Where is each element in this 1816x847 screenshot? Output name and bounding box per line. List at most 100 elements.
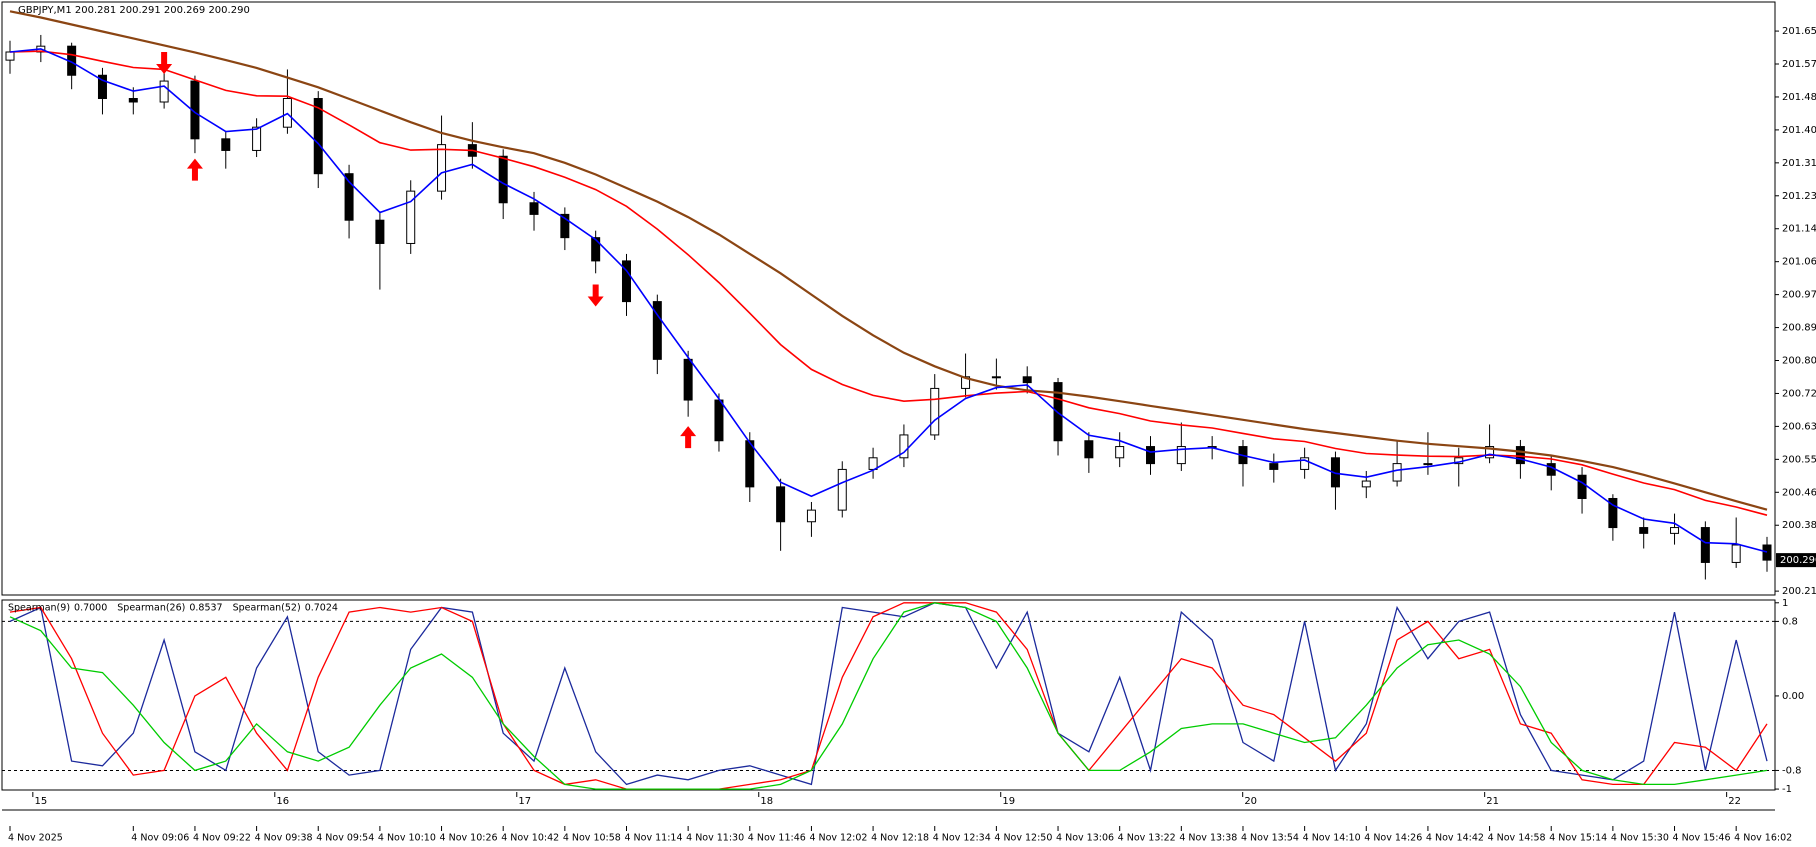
candle-body <box>991 376 1001 379</box>
y-tick-label: 200.380 <box>1782 520 1816 531</box>
x-tick-label: 4 Nov 10:26 <box>440 833 498 844</box>
y-tick-label: 200.720 <box>1782 388 1816 399</box>
moving-average <box>9 50 1768 516</box>
x-tick-label: 4 Nov 11:30 <box>686 833 744 844</box>
x-tick-label: 4 Nov 14:42 <box>1426 833 1484 844</box>
x-tick-label: 4 Nov 11:14 <box>624 833 682 844</box>
y-tick-label: 201.655 <box>1782 26 1816 37</box>
candle-body <box>1762 544 1772 561</box>
x-tick-label: 4 Nov 15:46 <box>1673 833 1731 844</box>
candle-body <box>1577 474 1587 499</box>
candle-body <box>1176 446 1186 465</box>
x-tick-label: 4 Nov 13:06 <box>1056 833 1114 844</box>
candle-body <box>1361 480 1371 488</box>
indicator-line <box>9 602 1768 790</box>
candle-body <box>252 126 262 151</box>
candle-body <box>1485 446 1495 459</box>
x-tick-label: 4 Nov 11:46 <box>748 833 806 844</box>
hour-label: 21 <box>1486 796 1499 807</box>
y-tick-label: 1 <box>1782 598 1788 609</box>
y-tick-label: 201.400 <box>1782 125 1816 136</box>
x-tick-label: 4 Nov 09:38 <box>255 833 313 844</box>
x-tick-label: 4 Nov 14:58 <box>1488 833 1546 844</box>
y-tick-label: 200.635 <box>1782 421 1816 432</box>
candle-body <box>652 301 662 360</box>
candle-body <box>406 190 416 244</box>
buy-arrow <box>186 158 203 181</box>
candle-body <box>529 202 539 215</box>
legend-value: 0.8537 <box>189 603 222 614</box>
candle-body <box>437 144 447 192</box>
x-tick-label: 4 Nov 16:02 <box>1734 833 1792 844</box>
x-tick-label: 4 Nov 12:34 <box>933 833 991 844</box>
main-panel-frame <box>1 1 1776 596</box>
x-tick-label: 4 Nov 09:22 <box>193 833 251 844</box>
legend-name: Spearman(52) <box>233 603 301 614</box>
candle-body <box>498 155 508 204</box>
y-tick-label: 201.570 <box>1782 59 1816 70</box>
x-tick-label: 4 Nov 12:50 <box>994 833 1052 844</box>
candle-body <box>375 219 385 244</box>
legend-value: 0.7024 <box>305 603 338 614</box>
y-tick-label: -1 <box>1782 784 1792 795</box>
x-tick-label: 4 Nov 10:10 <box>378 833 436 844</box>
hour-label: 17 <box>518 796 531 807</box>
candle-body <box>1084 440 1094 459</box>
candle-body <box>560 213 570 239</box>
candle-body <box>621 260 631 303</box>
candle-body <box>1053 382 1063 442</box>
candle-body <box>837 468 847 511</box>
moving-average <box>9 10 1768 511</box>
x-tick-label: 4 Nov 13:38 <box>1179 833 1237 844</box>
moving-average <box>9 48 1768 553</box>
candle-body <box>97 74 107 100</box>
current-price-box <box>1776 553 1816 568</box>
candle-body <box>591 237 601 262</box>
sell-arrow <box>587 284 604 307</box>
y-tick-label: 200.890 <box>1782 323 1816 334</box>
x-tick-label: 4 Nov 10:42 <box>501 833 559 844</box>
current-price-label: 200.290 <box>1780 555 1816 566</box>
candle-body <box>1670 527 1680 534</box>
x-tick-label: 4 Nov 2025 <box>8 833 63 844</box>
x-tick-label: 4 Nov 09:54 <box>316 833 374 844</box>
hour-label: 16 <box>276 796 289 807</box>
candle-body <box>1423 463 1433 466</box>
candle-body <box>1269 463 1279 470</box>
candle-body <box>683 358 693 401</box>
hour-label: 18 <box>760 796 773 807</box>
candle-body <box>1700 527 1710 563</box>
candle-body <box>961 376 971 389</box>
y-tick-label: 201.145 <box>1782 224 1816 235</box>
candle-body <box>776 486 786 523</box>
hour-label: 22 <box>1728 796 1741 807</box>
y-tick-label: 200.465 <box>1782 487 1816 498</box>
x-tick-label: 4 Nov 14:10 <box>1303 833 1361 844</box>
indicator-panel-frame <box>1 599 1776 791</box>
y-tick-label: 0.8 <box>1782 616 1798 627</box>
legend-name: Spearman(9) <box>8 603 70 614</box>
y-tick-label: -0.8 <box>1782 765 1802 776</box>
hour-label: 20 <box>1244 796 1257 807</box>
candle-body <box>1146 446 1156 465</box>
candle-body <box>1608 497 1618 529</box>
candle-body <box>806 509 816 523</box>
y-tick-label: 201.485 <box>1782 92 1816 103</box>
candle-body <box>313 98 323 175</box>
y-tick-label: 200.550 <box>1782 454 1816 465</box>
candle-body <box>1300 457 1310 470</box>
candle-body <box>344 173 354 221</box>
candle-body <box>1022 376 1032 384</box>
y-tick-label: 200.210 <box>1782 586 1816 597</box>
candle-body <box>159 80 169 103</box>
sell-arrow <box>156 52 173 75</box>
y-tick-label: 201.315 <box>1782 158 1816 169</box>
candle-body <box>745 440 755 488</box>
y-tick-label: 0.00 <box>1782 691 1804 702</box>
candle-body <box>1546 463 1556 476</box>
indicator-line <box>9 602 1768 790</box>
buy-arrow <box>680 426 697 449</box>
x-tick-label: 4 Nov 10:58 <box>563 833 621 844</box>
candle-body <box>899 434 909 459</box>
